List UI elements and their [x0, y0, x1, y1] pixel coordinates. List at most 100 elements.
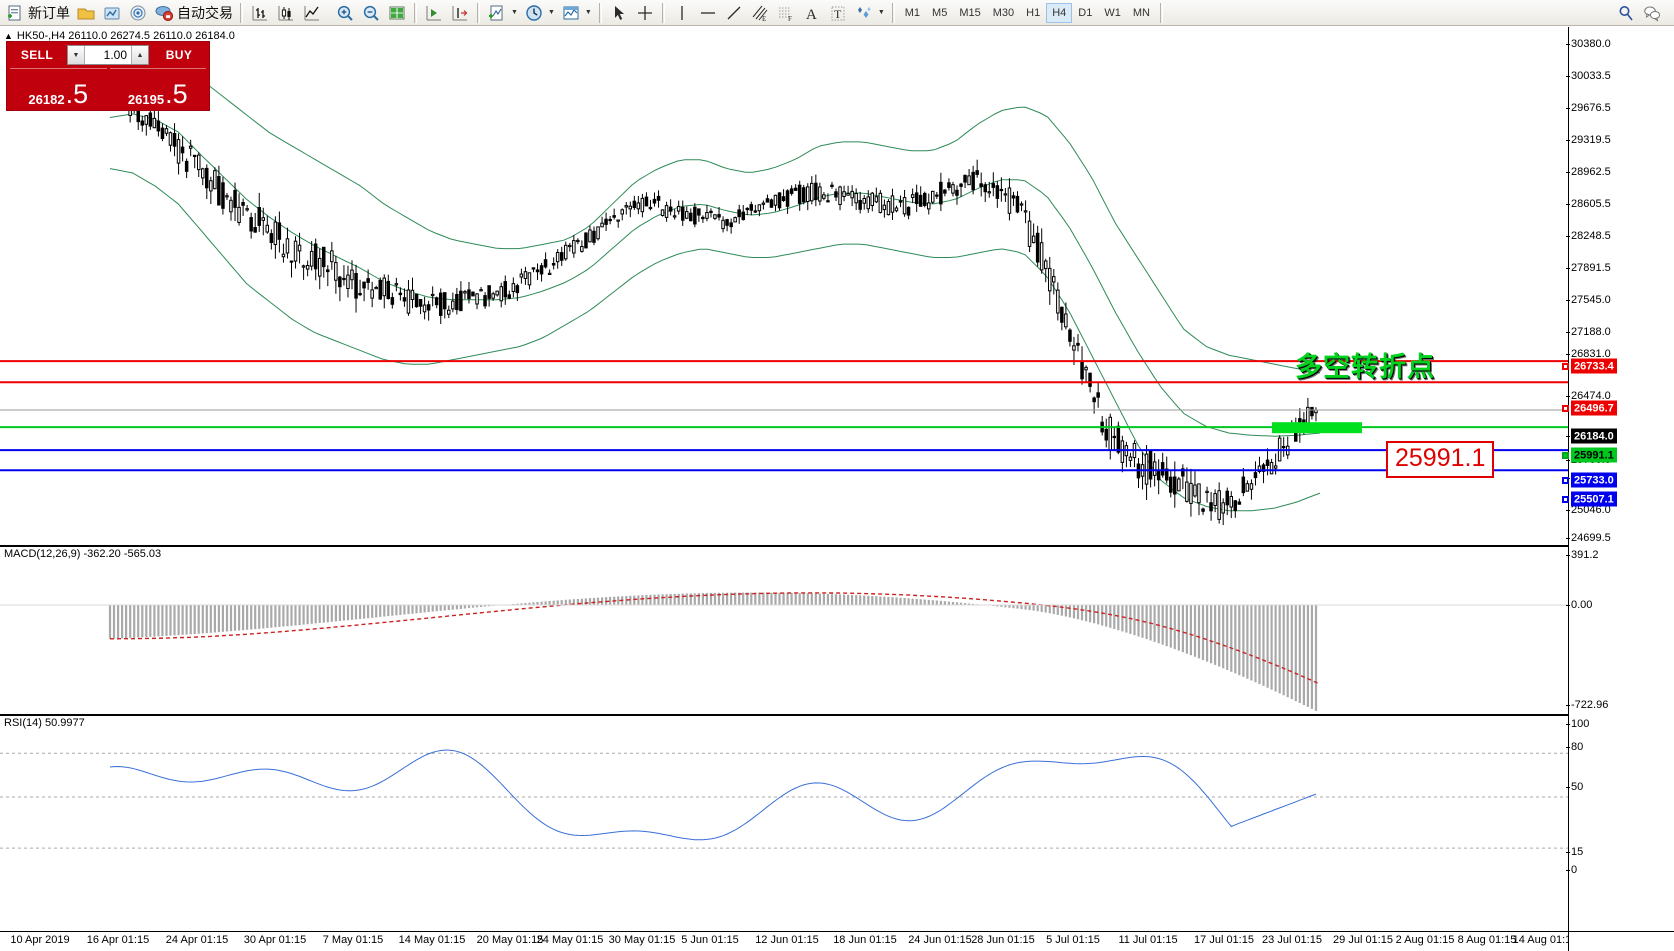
price-tick: 26831.0 [1566, 348, 1611, 360]
line-chart-button[interactable] [299, 1, 325, 25]
horizontal-line-button[interactable] [695, 1, 721, 25]
fibonacci-icon: F [776, 3, 796, 23]
timeframe-h1[interactable]: H1 [1026, 6, 1041, 19]
level-tag-resistance-1[interactable]: 26733.4 [1562, 358, 1617, 374]
timeframe-m30[interactable]: M30 [992, 6, 1015, 19]
auto-scroll-button[interactable] [421, 1, 447, 25]
level-tag-support-2[interactable]: 25507.1 [1562, 491, 1617, 507]
time-axis-label: 24 Jun 01:15 [908, 934, 972, 946]
rsi-subwindow-divider [0, 714, 1568, 716]
volume-decrease-button[interactable]: ▼ [68, 46, 85, 64]
trendline-button[interactable] [721, 1, 747, 25]
objects-button[interactable]: ▼ [851, 1, 888, 25]
periods-button[interactable]: ▼ [521, 1, 558, 25]
rsi-axis-tick: 80 [1565, 741, 1584, 753]
volume-value[interactable]: 1.00 [103, 48, 127, 62]
time-axis-label: 10 Apr 2019 [10, 934, 70, 946]
timeframe-w1[interactable]: W1 [1104, 6, 1121, 19]
profiles-button[interactable] [99, 1, 125, 25]
time-axis-label: 16 Apr 01:15 [86, 934, 150, 946]
price-tick: 25046.0 [1566, 504, 1611, 516]
zoom-in-button[interactable] [332, 1, 358, 25]
timeframe-h4[interactable]: H4 [1046, 2, 1073, 23]
level-price: 26496.7 [1574, 402, 1614, 414]
level-handle[interactable] [1562, 495, 1569, 503]
time-axis-label: 20 May 01:15 [476, 934, 544, 946]
timeframe-mn[interactable]: MN [1132, 6, 1150, 19]
search-button[interactable] [1613, 1, 1639, 25]
level-tag-support-1[interactable]: 25733.0 [1562, 472, 1617, 488]
level-tag-pivot[interactable]: 25991.1 [1562, 447, 1617, 463]
timeframe-m5[interactable]: M5 [932, 6, 948, 19]
autotrading-label: 自动交易 [177, 5, 233, 22]
chevron-down-icon[interactable]: ▼ [511, 9, 518, 16]
macd-indicator-label: MACD(12,26,9) -362.20 -565.03 [4, 548, 162, 560]
text-icon: A [802, 3, 822, 23]
indicators-button[interactable]: ▼ [484, 1, 521, 25]
timeframe-m1[interactable]: M1 [904, 6, 921, 19]
buy-price[interactable]: 26195 .5 [109, 68, 206, 107]
volume-stepper[interactable]: ▼ 1.00 ▲ [67, 45, 149, 65]
candlestick-chart-button[interactable] [273, 1, 299, 25]
level-handle[interactable] [1562, 451, 1569, 459]
folder-button[interactable] [73, 1, 99, 25]
autotrading-icon [154, 3, 174, 23]
price-tick: 29676.5 [1566, 102, 1611, 114]
line-chart-icon [302, 3, 322, 23]
crosshair-button[interactable] [632, 1, 658, 25]
time-axis-label: 5 Jun 01:15 [681, 934, 739, 946]
vertical-line-button[interactable] [669, 1, 695, 25]
price-tick: 27545.0 [1566, 294, 1611, 306]
rsi-axis-tick: 15 [1565, 846, 1584, 858]
one-click-trading-panel[interactable]: SELL ▼ 1.00 ▲ BUY 26182 .5 26195 .5 [6, 41, 210, 111]
cursor-button[interactable] [606, 1, 632, 25]
chart-symbol-header: ▲ HK50-,H4 26110.0 26274.5 26110.0 26184… [4, 30, 235, 42]
pivot-callout-box[interactable]: 25991.1 [1386, 441, 1495, 478]
level-handle[interactable] [1562, 404, 1569, 412]
timeframe-m15[interactable]: M15 [959, 6, 981, 19]
collapse-arrow-icon[interactable]: ▲ [4, 31, 13, 41]
timeframe-d1[interactable]: D1 [1078, 6, 1093, 19]
text-label-button[interactable]: T [825, 1, 851, 25]
volume-increase-button[interactable]: ▲ [131, 46, 148, 64]
sell-price[interactable]: 26182 .5 [10, 68, 107, 107]
level-tag-resistance-2[interactable]: 26496.7 [1562, 400, 1617, 416]
level-handle[interactable] [1562, 362, 1569, 370]
price-axis[interactable]: 30380.0 30033.5 29676.5 29319.5 28962.5 … [1562, 27, 1674, 951]
toolbar-separator-4 [598, 2, 602, 23]
chat-button[interactable] [1639, 1, 1665, 25]
turning-point-annotation[interactable]: 多空转折点 [1295, 352, 1435, 383]
buy-button[interactable]: BUY [165, 48, 193, 62]
chart-plot-area[interactable] [0, 27, 1568, 951]
time-axis-label: 18 Jun 01:15 [833, 934, 897, 946]
chart-window[interactable]: ▲ HK50-,H4 26110.0 26274.5 26110.0 26184… [0, 26, 1674, 951]
sell-button[interactable]: SELL [20, 48, 54, 62]
tile-windows-button[interactable] [384, 1, 410, 25]
current-price-value: 26184.0 [1574, 430, 1614, 442]
text-button[interactable]: A [799, 1, 825, 25]
fibonacci-button[interactable]: F [773, 1, 799, 25]
folder-icon [76, 3, 96, 23]
chevron-down-icon-2[interactable]: ▼ [547, 9, 555, 16]
macd-axis-tick: -722.96 [1565, 699, 1609, 711]
autotrading-button[interactable]: 自动交易 [151, 1, 236, 25]
svg-text:E: E [762, 15, 766, 23]
signals-button[interactable] [125, 1, 151, 25]
sell-price-frac: .5 [65, 78, 89, 109]
time-axis[interactable]: 10 Apr 2019 16 Apr 01:15 24 Apr 01:15 30 Ap… [0, 931, 1577, 951]
new-order-button[interactable]: 新订单 [2, 1, 73, 25]
level-handle[interactable] [1562, 476, 1569, 484]
signals-icon [128, 3, 148, 23]
zoom-in-icon [335, 3, 355, 23]
search-icon [1616, 3, 1636, 23]
zoom-out-button[interactable] [358, 1, 384, 25]
chevron-down-icon-4[interactable]: ▼ [877, 9, 885, 16]
templates-button[interactable]: ▼ [558, 1, 595, 25]
chart-shift-button[interactable] [447, 1, 473, 25]
crosshair-icon [635, 3, 655, 23]
equidistant-channel-button[interactable]: E [747, 1, 773, 25]
candlestick-chart-icon [276, 3, 296, 23]
bar-chart-button[interactable] [247, 1, 273, 25]
chevron-down-icon-3[interactable]: ▼ [584, 9, 592, 16]
